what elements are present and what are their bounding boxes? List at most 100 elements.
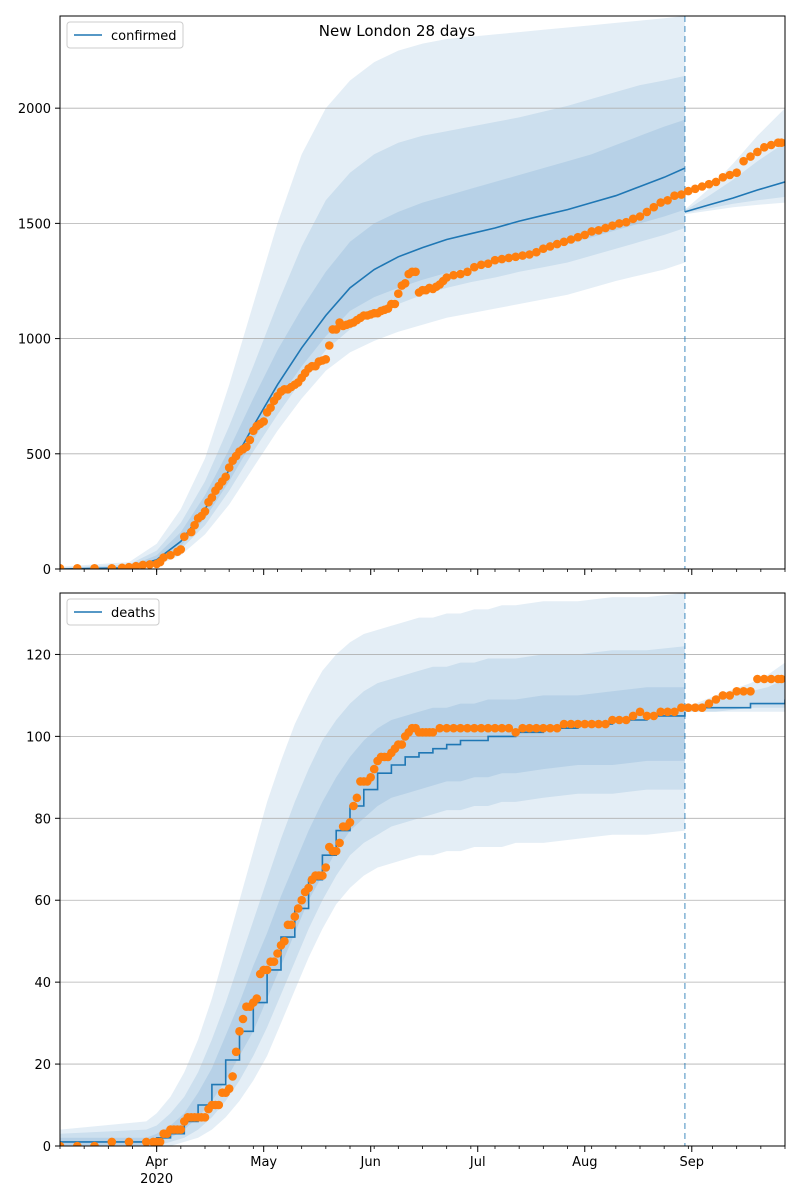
observed-point (587, 227, 596, 236)
observed-point (397, 740, 407, 749)
confidence-band-1 (60, 646, 685, 1146)
x-tick-label: May (250, 1155, 277, 1170)
observed-point (532, 247, 541, 257)
observed-point (321, 355, 331, 364)
observed-point (601, 223, 610, 233)
observed-point (190, 520, 199, 530)
observed-point (746, 687, 755, 696)
observed-point (677, 703, 686, 712)
observed-point (290, 912, 300, 921)
observed-point (442, 723, 452, 733)
observed-point (238, 1014, 248, 1024)
deaths-observed-points (60, 674, 785, 1146)
observed-point (411, 267, 420, 277)
observed-point (511, 728, 520, 737)
observed-point (670, 707, 679, 717)
observed-point (760, 143, 769, 152)
observed-point (766, 674, 776, 684)
observed-point (615, 219, 624, 228)
observed-point (635, 707, 645, 717)
observed-point (269, 957, 279, 966)
observed-point (525, 250, 534, 259)
observed-point (456, 269, 465, 279)
observed-point (601, 719, 610, 729)
observed-point (559, 719, 569, 729)
observed-point (739, 156, 748, 166)
observed-point (490, 723, 500, 733)
observed-point (335, 838, 344, 848)
observed-point (159, 553, 168, 562)
observed-point (463, 723, 472, 733)
confidence-band-2 (60, 119, 685, 569)
observed-point (518, 251, 527, 260)
observed-point (573, 232, 583, 242)
confirmed-axes: 0 500 1000 1500 2000 (18, 15, 786, 578)
observed-point (428, 728, 438, 737)
observed-point (697, 703, 707, 712)
observed-point (483, 723, 493, 733)
observed-point (497, 723, 507, 733)
observed-point (566, 719, 576, 729)
observed-point (214, 1100, 224, 1110)
observed-point (221, 472, 230, 482)
observed-point (580, 719, 590, 729)
observed-point (200, 507, 210, 516)
observed-point (176, 1125, 186, 1134)
observed-point (608, 715, 617, 725)
observed-point (442, 273, 452, 282)
observed-point (690, 184, 700, 194)
observed-point (107, 564, 117, 569)
observed-point (176, 545, 186, 554)
observed-point (539, 723, 548, 733)
observed-point (345, 818, 355, 827)
observed-point (145, 560, 155, 569)
observed-point (670, 191, 679, 200)
observed-point (242, 442, 251, 452)
observed-point (476, 723, 486, 733)
confidence-band-1 (60, 75, 685, 569)
observed-point (746, 152, 755, 161)
observed-point (615, 715, 624, 725)
observed-point (504, 253, 514, 263)
y-tick-label: 40 (34, 976, 51, 991)
observed-point (107, 1137, 117, 1146)
observed-point (711, 177, 721, 187)
observed-point (60, 564, 65, 569)
observed-point (245, 435, 255, 445)
observed-point (117, 563, 127, 569)
observed-point (656, 707, 665, 717)
observed-point (635, 212, 645, 221)
observed-point (476, 260, 486, 270)
observed-point (180, 532, 189, 541)
observed-point (124, 562, 134, 569)
observed-point (649, 711, 659, 721)
observed-point (704, 179, 714, 189)
observed-point (684, 186, 693, 196)
observed-point (266, 403, 275, 413)
observed-point (273, 949, 282, 958)
x-tick-label: Apr (145, 1155, 168, 1170)
confirmed-legend: confirmed (66, 21, 184, 49)
observed-point (663, 707, 672, 717)
observed-point (753, 674, 762, 684)
legend-box (66, 598, 160, 626)
observed-point (262, 965, 272, 975)
observed-point (470, 723, 479, 733)
observed-point (142, 1137, 151, 1146)
observed-point (718, 173, 728, 182)
x-tick-label: Aug (572, 1155, 597, 1170)
observed-point (739, 687, 748, 696)
observed-point (552, 239, 562, 249)
observed-point (677, 190, 686, 199)
observed-point (532, 723, 541, 733)
observed-point (321, 863, 331, 872)
observed-point (552, 723, 562, 733)
observed-point (690, 703, 700, 712)
observed-point (621, 715, 631, 725)
observed-point (566, 235, 576, 244)
x-year-label: 2020 (140, 1172, 173, 1187)
confidence-band-0 (60, 16, 685, 569)
observed-point (186, 527, 196, 537)
observed-point (711, 695, 721, 704)
confidence-band-3 (684, 108, 785, 215)
